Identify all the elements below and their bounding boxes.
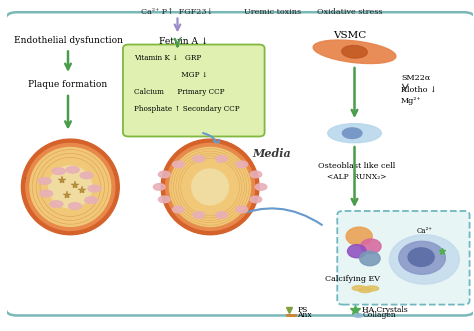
Text: PS: PS: [297, 306, 308, 313]
Circle shape: [399, 241, 446, 274]
Ellipse shape: [170, 148, 250, 226]
Ellipse shape: [26, 143, 115, 230]
Ellipse shape: [328, 124, 381, 143]
Ellipse shape: [365, 286, 379, 291]
Ellipse shape: [68, 203, 82, 209]
Ellipse shape: [88, 185, 101, 192]
Circle shape: [346, 227, 372, 246]
Ellipse shape: [193, 156, 205, 162]
Ellipse shape: [85, 197, 98, 204]
Ellipse shape: [158, 196, 170, 203]
FancyBboxPatch shape: [5, 12, 474, 315]
Ellipse shape: [354, 313, 363, 317]
Ellipse shape: [216, 212, 227, 218]
FancyBboxPatch shape: [123, 45, 264, 136]
Ellipse shape: [193, 212, 205, 218]
Ellipse shape: [154, 184, 165, 190]
Text: Fetuin A ↓: Fetuin A ↓: [159, 36, 208, 45]
Circle shape: [361, 239, 381, 254]
Ellipse shape: [173, 161, 184, 168]
Ellipse shape: [80, 172, 93, 179]
Ellipse shape: [30, 148, 111, 226]
Circle shape: [347, 245, 366, 258]
Ellipse shape: [49, 166, 92, 208]
Ellipse shape: [250, 196, 262, 203]
Text: HA Crystals: HA Crystals: [363, 306, 408, 313]
Text: Endothelial dysfunction: Endothelial dysfunction: [13, 36, 122, 45]
Text: VSMC: VSMC: [333, 31, 366, 40]
Text: Vitamin K ↓   GRP: Vitamin K ↓ GRP: [134, 54, 201, 62]
Ellipse shape: [358, 288, 372, 293]
Ellipse shape: [342, 128, 362, 138]
Ellipse shape: [313, 40, 396, 64]
Text: Ca²⁺ P↑  FGF23↓: Ca²⁺ P↑ FGF23↓: [141, 8, 214, 16]
Text: Collagen: Collagen: [363, 311, 396, 319]
Ellipse shape: [66, 166, 79, 173]
Text: SM22α
Klotho ↓
Mg²⁺: SM22α Klotho ↓ Mg²⁺: [401, 74, 437, 105]
Circle shape: [408, 248, 434, 266]
Text: Phosphate ↑ Secondary CCP: Phosphate ↑ Secondary CCP: [134, 105, 240, 113]
Text: intimal: intimal: [25, 176, 55, 184]
Ellipse shape: [21, 139, 119, 235]
Ellipse shape: [38, 178, 51, 184]
Ellipse shape: [173, 206, 184, 213]
Ellipse shape: [236, 206, 247, 213]
Ellipse shape: [192, 169, 228, 205]
Ellipse shape: [250, 171, 262, 178]
Text: Calcium      Primary CCP: Calcium Primary CCP: [134, 88, 225, 96]
FancyBboxPatch shape: [337, 211, 470, 305]
Ellipse shape: [161, 139, 259, 235]
Ellipse shape: [255, 184, 267, 190]
Text: Ca²⁺: Ca²⁺: [417, 227, 432, 235]
Text: Media: Media: [252, 149, 291, 160]
Ellipse shape: [165, 143, 255, 230]
Text: Uremic toxins: Uremic toxins: [245, 8, 301, 16]
Ellipse shape: [216, 156, 227, 162]
Ellipse shape: [352, 286, 366, 291]
Text: Osteoblast like cell: Osteoblast like cell: [318, 162, 395, 169]
Ellipse shape: [158, 171, 170, 178]
Ellipse shape: [342, 45, 367, 58]
Ellipse shape: [236, 161, 247, 168]
Text: Anx: Anx: [297, 311, 312, 319]
Text: MGP ↓: MGP ↓: [134, 71, 208, 79]
Circle shape: [390, 235, 459, 284]
Text: <ALP  RUNX₂>: <ALP RUNX₂>: [327, 173, 387, 181]
Ellipse shape: [50, 201, 63, 207]
Text: Plaque formation: Plaque formation: [28, 80, 108, 89]
Circle shape: [360, 251, 380, 266]
Text: Oxidative stress: Oxidative stress: [317, 8, 383, 16]
Text: Pi: Pi: [439, 256, 447, 263]
Text: Calcifying EV: Calcifying EV: [325, 275, 380, 283]
Ellipse shape: [40, 190, 53, 197]
Ellipse shape: [52, 168, 65, 174]
